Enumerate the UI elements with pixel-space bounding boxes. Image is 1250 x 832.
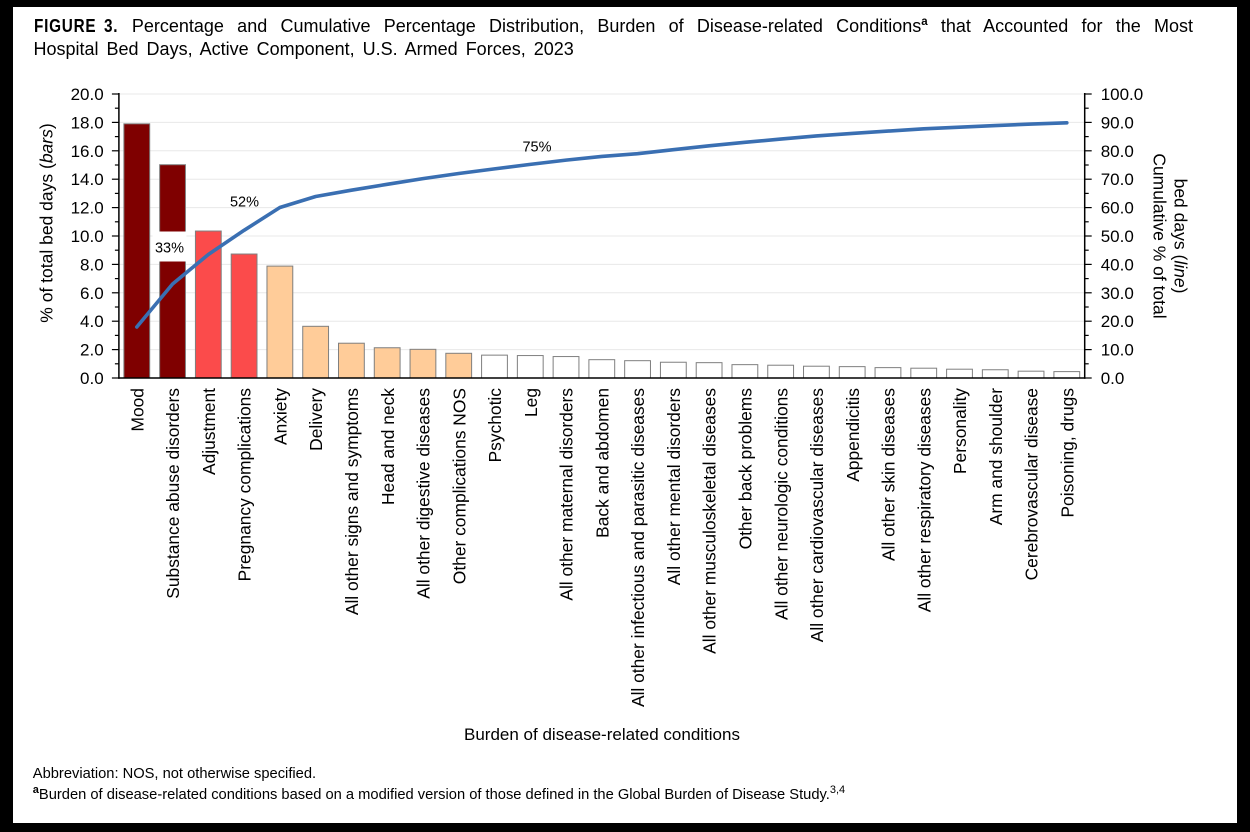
svg-text:Anxiety: Anxiety [270, 388, 290, 445]
svg-text:Other back problems: Other back problems [735, 388, 755, 550]
svg-text:2.0: 2.0 [80, 341, 104, 360]
svg-text:Poisoning, drugs: Poisoning, drugs [1057, 388, 1077, 518]
svg-text:Head and neck: Head and neck [378, 388, 398, 505]
svg-text:18.0: 18.0 [71, 113, 104, 132]
svg-text:Arm and shoulder: Arm and shoulder [986, 388, 1006, 525]
svg-text:Leg: Leg [521, 388, 541, 417]
svg-text:12.0: 12.0 [71, 199, 104, 218]
svg-text:Personality: Personality [950, 388, 970, 474]
svg-text:50.0: 50.0 [1101, 227, 1134, 246]
svg-text:10.0: 10.0 [71, 227, 104, 246]
svg-text:All other maternal disorders: All other maternal disorders [557, 388, 577, 601]
svg-text:10.0: 10.0 [1101, 341, 1134, 360]
svg-text:16.0: 16.0 [71, 142, 104, 161]
svg-text:Other complications NOS: Other complications NOS [449, 388, 469, 584]
svg-text:Pregnancy complications: Pregnancy complications [235, 388, 255, 582]
svg-text:60.0: 60.0 [1101, 199, 1134, 218]
svg-text:33%: 33% [155, 240, 184, 256]
svg-text:14.0: 14.0 [71, 170, 104, 189]
svg-text:20.0: 20.0 [1101, 312, 1134, 331]
svg-text:100.0: 100.0 [1101, 85, 1144, 104]
svg-text:All other cardiovascular disea: All other cardiovascular diseases [807, 388, 827, 643]
svg-text:All other musculoskeletal dise: All other musculoskeletal diseases [700, 388, 720, 654]
svg-text:Burden of disease-related cond: Burden of disease-related conditions [464, 725, 740, 744]
svg-text:Adjustment: Adjustment [199, 388, 219, 475]
svg-text:Mood: Mood [127, 388, 147, 432]
svg-text:8.0: 8.0 [80, 255, 104, 274]
svg-text:All other digestive diseases: All other digestive diseases [414, 388, 434, 599]
svg-text:6.0: 6.0 [80, 284, 104, 303]
svg-text:All other neurologic condition: All other neurologic conditions [771, 388, 791, 620]
svg-text:0.0: 0.0 [1101, 369, 1125, 388]
svg-text:20.0: 20.0 [71, 85, 104, 104]
svg-text:Back and abdomen: Back and abdomen [592, 388, 612, 538]
svg-text:All other skin diseases: All other skin diseases [879, 388, 899, 561]
svg-text:70.0: 70.0 [1101, 170, 1134, 189]
svg-text:All other mental disorders: All other mental disorders [664, 388, 684, 585]
svg-text:4.0: 4.0 [80, 312, 104, 331]
svg-text:Cumulative % of total: Cumulative % of total [1150, 153, 1170, 318]
svg-text:40.0: 40.0 [1101, 255, 1134, 274]
svg-text:Substance abuse disorders: Substance abuse disorders [163, 388, 183, 599]
svg-text:All other infectious and paras: All other infectious and parasitic disea… [628, 388, 648, 707]
svg-text:All other respiratory diseases: All other respiratory diseases [914, 388, 934, 613]
svg-text:Appendicitis: Appendicitis [843, 388, 863, 482]
svg-text:All other signs and symptoms: All other signs and symptoms [342, 388, 362, 615]
svg-text:% of total bed days (bars): % of total bed days (bars) [37, 123, 57, 322]
svg-text:Delivery: Delivery [306, 388, 326, 451]
svg-text:30.0: 30.0 [1101, 284, 1134, 303]
svg-text:75%: 75% [522, 140, 551, 156]
svg-text:90.0: 90.0 [1101, 113, 1134, 132]
svg-text:Cerebrovascular disease: Cerebrovascular disease [1022, 388, 1042, 580]
svg-text:52%: 52% [230, 195, 259, 211]
svg-text:Psychotic: Psychotic [485, 388, 505, 463]
svg-text:80.0: 80.0 [1101, 142, 1134, 161]
svg-text:0.0: 0.0 [80, 369, 104, 388]
svg-text:bed days (line): bed days (line) [1171, 179, 1191, 294]
